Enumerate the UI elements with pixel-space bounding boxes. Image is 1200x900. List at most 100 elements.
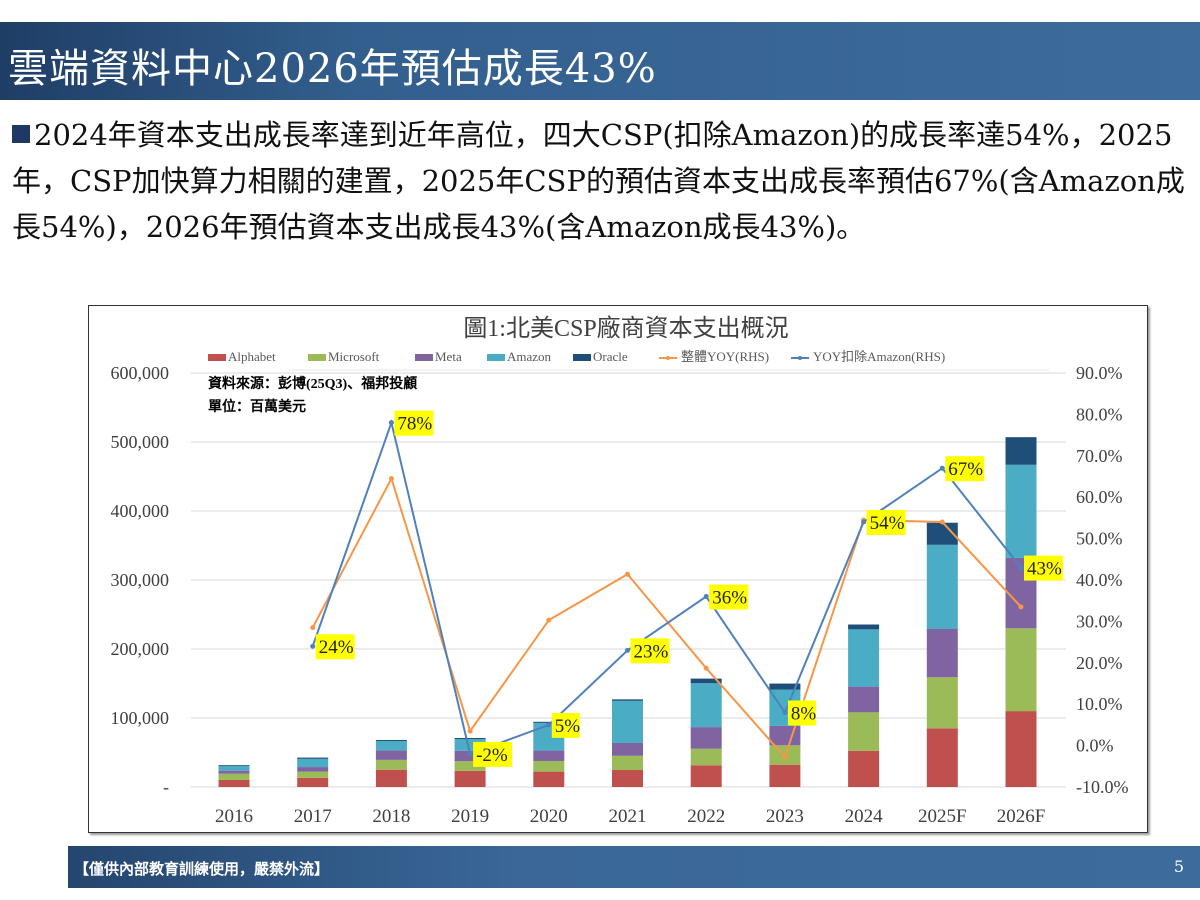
line-yoy-total bbox=[311, 475, 1022, 760]
bar-microsoft-2026f bbox=[1005, 628, 1037, 712]
right-axis-tick: 60.0% bbox=[1076, 487, 1123, 507]
bar-oracle-2018 bbox=[375, 740, 407, 742]
x-axis-tick: 2016 bbox=[215, 806, 253, 827]
x-axis-tick: 2020 bbox=[530, 806, 568, 827]
data-label: 43% bbox=[1027, 559, 1062, 580]
line-point bbox=[703, 594, 709, 600]
bar-microsoft-2021 bbox=[612, 755, 643, 771]
summary-text: 2024年資本支出成長率達到近年高位，四大CSP(扣除Amazon)的成長率達5… bbox=[12, 118, 1185, 244]
data-label-bg bbox=[315, 634, 355, 660]
bar-amazon-2026f bbox=[1005, 464, 1037, 558]
legend-marker bbox=[798, 356, 802, 360]
right-axis-tick: 0.0% bbox=[1076, 736, 1114, 756]
x-axis-tick: 2021 bbox=[609, 806, 647, 827]
x-axis-tick: 2019 bbox=[451, 806, 489, 827]
bar-meta-2017 bbox=[297, 767, 329, 772]
data-label: 36% bbox=[712, 588, 747, 609]
bar-alphabet-2022 bbox=[690, 765, 722, 787]
legend-label: Oracle bbox=[593, 349, 628, 364]
summary-paragraph: 2024年資本支出成長率達到近年高位，四大CSP(扣除Amazon)的成長率達5… bbox=[12, 112, 1192, 250]
chart-svg: 圖1:北美CSP廠商資本支出概況 資料來源：彭博(25Q3)、福邦投顧 單位：百… bbox=[111, 315, 1129, 827]
bar-meta-2023 bbox=[769, 725, 801, 746]
bar-microsoft-2025f bbox=[926, 677, 958, 729]
line-point bbox=[1018, 604, 1024, 610]
right-axis-tick: 40.0% bbox=[1076, 570, 1123, 590]
bar-alphabet-2025f bbox=[926, 728, 958, 787]
bar-oracle-2020 bbox=[533, 721, 565, 723]
legend-swatch-microsoft bbox=[308, 354, 326, 361]
right-axis-tick: 70.0% bbox=[1076, 446, 1123, 466]
line-point bbox=[625, 647, 630, 653]
bar-microsoft-2019 bbox=[454, 761, 486, 771]
page-number: 5 bbox=[1173, 857, 1184, 876]
legend-label: 整體YOY(RHS) bbox=[681, 349, 769, 364]
left-axis-tick: 100,000 bbox=[111, 708, 170, 728]
line-point bbox=[703, 665, 709, 671]
x-axis-tick: 2022 bbox=[687, 806, 725, 827]
right-axis-tick: 80.0% bbox=[1076, 404, 1123, 424]
bar-oracle-2024 bbox=[848, 624, 880, 630]
data-label: 5% bbox=[555, 716, 581, 737]
bar-oracle-2021 bbox=[612, 699, 643, 701]
bar-oracle-2016 bbox=[218, 765, 250, 767]
bar-microsoft-2016 bbox=[218, 773, 250, 780]
bar-alphabet-2024 bbox=[848, 750, 880, 787]
legend-swatch-oracle bbox=[573, 354, 591, 361]
data-label: 78% bbox=[397, 414, 432, 435]
source-note: 資料來源：彭博(25Q3)、福邦投顧 bbox=[208, 375, 417, 392]
data-label-bg bbox=[787, 700, 816, 726]
bar-alphabet-2021 bbox=[612, 770, 643, 787]
bar-alphabet-2020 bbox=[533, 771, 565, 787]
line-point bbox=[939, 519, 945, 525]
x-axis-tick: 2017 bbox=[294, 806, 332, 827]
bar-meta-2018 bbox=[375, 750, 407, 760]
chart-title: 圖1:北美CSP廠商資本支出概況 bbox=[463, 315, 788, 342]
legend-swatch-amazon bbox=[487, 354, 505, 361]
bar-alphabet-2019 bbox=[454, 770, 486, 787]
bar-amazon-2016 bbox=[218, 766, 250, 771]
data-label-bg bbox=[945, 456, 985, 482]
data-label: 23% bbox=[634, 641, 669, 662]
x-axis-tick: 2025F bbox=[918, 806, 967, 827]
title-bar: 雲端資料中心2026年預估成長43% bbox=[0, 22, 1200, 100]
data-label: 8% bbox=[791, 703, 817, 724]
data-label: 24% bbox=[319, 637, 354, 658]
bar-amazon-2022 bbox=[690, 683, 722, 728]
bar-oracle-2025f bbox=[926, 522, 958, 545]
bar-microsoft-2022 bbox=[690, 748, 722, 766]
left-axis-tick: 600,000 bbox=[111, 363, 170, 383]
bar-amazon-2019 bbox=[454, 739, 486, 751]
bar-alphabet-2023 bbox=[769, 764, 801, 787]
bar-oracle-2022 bbox=[690, 678, 722, 684]
legend-swatch-meta bbox=[415, 354, 433, 361]
bar-amazon-2017 bbox=[297, 758, 329, 768]
bar-microsoft-2020 bbox=[533, 760, 565, 772]
legend-label: Alphabet bbox=[228, 349, 276, 364]
legend-label: Meta bbox=[435, 349, 462, 364]
bar-alphabet-2016 bbox=[218, 779, 250, 787]
data-label-bg bbox=[1024, 555, 1063, 581]
left-axis-tick: 500,000 bbox=[111, 432, 170, 452]
x-axis-tick: 2018 bbox=[372, 806, 410, 827]
bar-amazon-2021 bbox=[612, 700, 643, 743]
data-label-bg bbox=[551, 712, 580, 738]
left-axis-tick: - bbox=[163, 777, 169, 797]
data-label-bg bbox=[394, 410, 434, 436]
line-point bbox=[388, 420, 394, 426]
left-axis-tick: 200,000 bbox=[111, 639, 170, 659]
bar-meta-2020 bbox=[533, 750, 565, 761]
line-point bbox=[546, 617, 552, 623]
bar-meta-2021 bbox=[612, 742, 643, 756]
line-point bbox=[310, 625, 316, 631]
x-axis-tick: 2026F bbox=[997, 806, 1046, 827]
data-label-bg bbox=[709, 584, 749, 610]
line-point bbox=[625, 571, 630, 577]
square-bullet-icon bbox=[12, 125, 30, 143]
line-point bbox=[388, 476, 394, 482]
bar-meta-2024 bbox=[848, 686, 880, 713]
data-label-bg bbox=[473, 741, 513, 767]
bar-meta-2025f bbox=[926, 628, 958, 678]
right-axis-tick: 50.0% bbox=[1076, 529, 1123, 549]
data-label-bg bbox=[630, 638, 670, 664]
legend-label: Microsoft bbox=[328, 349, 380, 364]
